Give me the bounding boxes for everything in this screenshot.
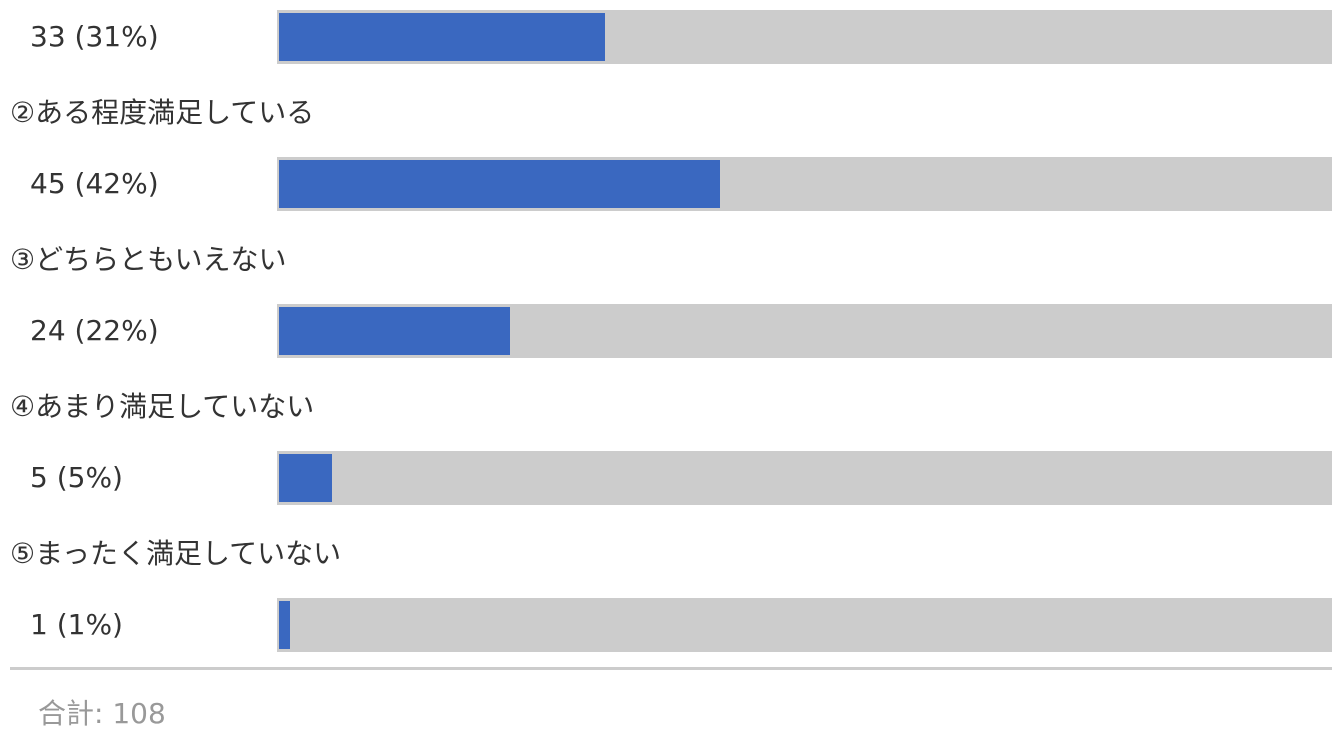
bar — [279, 13, 605, 61]
bar-track — [277, 10, 1332, 64]
total-divider — [10, 667, 1332, 670]
bar-track — [277, 157, 1332, 211]
bar — [279, 160, 720, 208]
count-label: 45 (42%) — [30, 167, 159, 200]
bar — [279, 307, 510, 355]
bar-track — [277, 598, 1332, 652]
bar — [279, 454, 332, 502]
bar-track — [277, 451, 1332, 505]
total-label: 合計: 108 — [38, 697, 166, 730]
count-label: 5 (5%) — [30, 461, 123, 494]
count-label: 24 (22%) — [30, 314, 159, 347]
category-label: ③どちらともいえない — [10, 243, 287, 276]
bar-track — [277, 304, 1332, 358]
bar — [279, 601, 290, 649]
count-label: 1 (1%) — [30, 608, 123, 641]
category-label: ②ある程度満足している — [10, 96, 315, 129]
category-label: ④あまり満足していない — [10, 390, 315, 423]
count-label: 33 (31%) — [30, 20, 159, 53]
category-label: ⑤まったく満足していない — [10, 537, 342, 570]
